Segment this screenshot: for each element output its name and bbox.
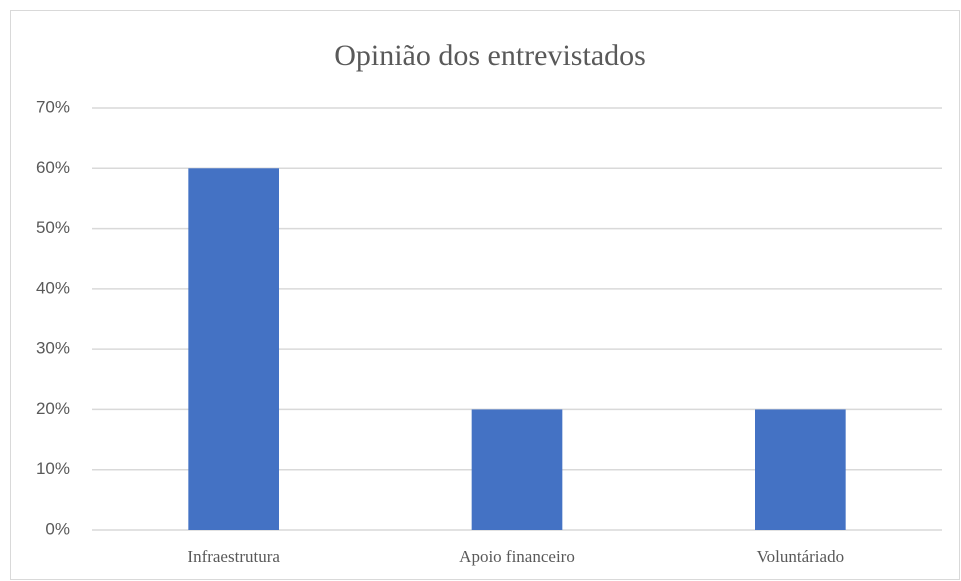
y-tick-label: 40% [36,278,70,297]
y-tick-label: 30% [36,339,70,358]
bar [188,168,279,531]
y-tick-label: 0% [45,519,70,538]
y-tick-label: 70% [36,97,70,116]
x-tick-label: Infraestrutura [187,547,280,566]
x-tick-label: Voluntáriado [757,547,845,566]
bar [755,409,846,530]
y-tick-label: 50% [36,218,70,237]
chart-title: Opinião dos entrevistados [334,39,646,72]
y-tick-label: 60% [36,158,70,177]
y-tick-label: 20% [36,399,70,418]
x-tick-label: Apoio financeiro [459,547,575,566]
bar [471,409,563,530]
y-tick-label: 10% [36,459,70,478]
